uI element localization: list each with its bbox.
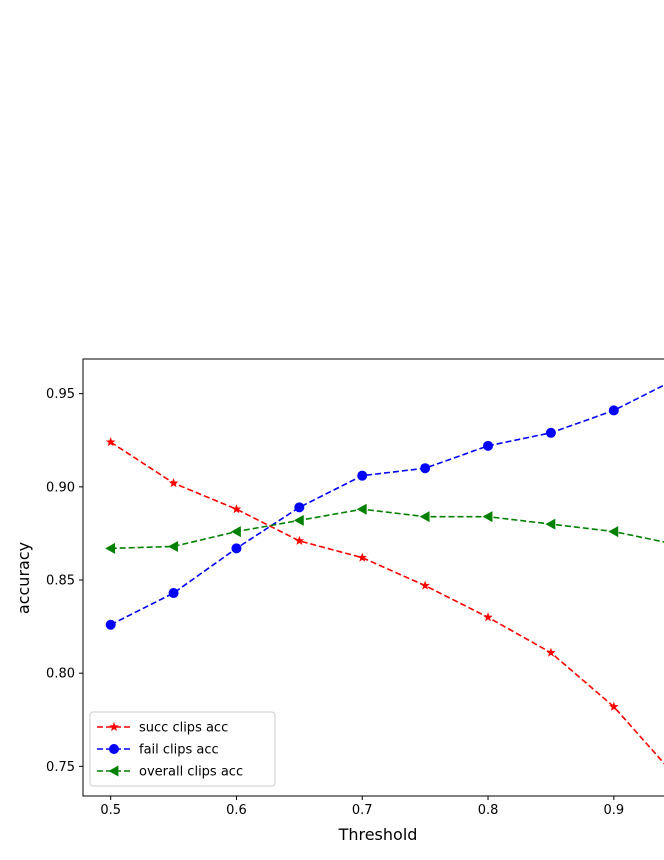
series-line xyxy=(110,441,664,765)
legend-label: succ clips acc xyxy=(139,721,228,736)
series-1 xyxy=(105,437,664,765)
x-tick-label: 0.9 xyxy=(603,803,624,818)
legend-label: overall clips acc xyxy=(139,765,243,780)
data-point xyxy=(609,701,619,711)
x-axis-label: Threshold xyxy=(338,825,418,844)
data-point xyxy=(608,405,619,416)
x-tick-label: 0.6 xyxy=(226,803,247,818)
legend-marker xyxy=(109,744,119,754)
series-line xyxy=(110,384,664,626)
series-line xyxy=(110,508,664,550)
data-point xyxy=(482,511,493,523)
data-point xyxy=(545,518,556,530)
data-point xyxy=(419,511,430,523)
data-point xyxy=(546,647,556,657)
data-point xyxy=(483,612,493,622)
series-layer xyxy=(105,384,664,765)
y-tick-label: 0.85 xyxy=(46,574,75,589)
data-point xyxy=(294,502,305,513)
data-point xyxy=(420,580,430,590)
y-tick-label: 0.75 xyxy=(46,760,75,775)
legend: succ clips acc fail clips acc overall clip… xyxy=(89,711,276,787)
x-tick-label: 0.5 xyxy=(100,803,121,818)
data-point xyxy=(105,619,116,630)
legend-item: fail clips acc xyxy=(97,743,219,758)
data-point xyxy=(231,504,242,514)
data-point xyxy=(168,478,179,488)
x-tick-label: 0.7 xyxy=(352,803,373,818)
data-point xyxy=(483,440,494,451)
y-tick-label: 0.90 xyxy=(46,480,75,495)
data-point xyxy=(105,437,116,447)
x-tick-label: 0.8 xyxy=(478,803,499,818)
x-axis: 0.5 0.6 0.7 0.8 0.9 xyxy=(100,796,624,818)
legend-box xyxy=(89,711,276,787)
data-point xyxy=(230,526,241,538)
data-point xyxy=(105,542,116,554)
series-3 xyxy=(105,503,664,554)
legend-marker xyxy=(109,722,119,732)
data-point xyxy=(420,463,431,474)
data-point xyxy=(545,427,556,438)
data-point xyxy=(168,540,178,552)
legend-marker xyxy=(108,765,119,777)
data-point xyxy=(356,503,367,515)
y-axis: 0.75 0.80 0.85 0.90 0.95 xyxy=(46,387,83,775)
legend-label: fail clips acc xyxy=(139,743,219,758)
legend-item: succ clips acc xyxy=(97,721,228,736)
data-point xyxy=(294,535,305,545)
data-point xyxy=(231,543,242,554)
data-point xyxy=(608,526,619,538)
data-point xyxy=(357,552,367,562)
y-axis-label: accuracy xyxy=(14,542,33,614)
y-tick-label: 0.95 xyxy=(46,387,75,402)
legend-item: overall clips acc xyxy=(97,765,243,780)
data-point xyxy=(293,514,304,526)
data-point xyxy=(168,588,179,599)
data-point xyxy=(357,470,368,481)
plot-frame xyxy=(82,358,664,797)
y-tick-label: 0.80 xyxy=(46,667,75,682)
series-2 xyxy=(105,384,664,630)
